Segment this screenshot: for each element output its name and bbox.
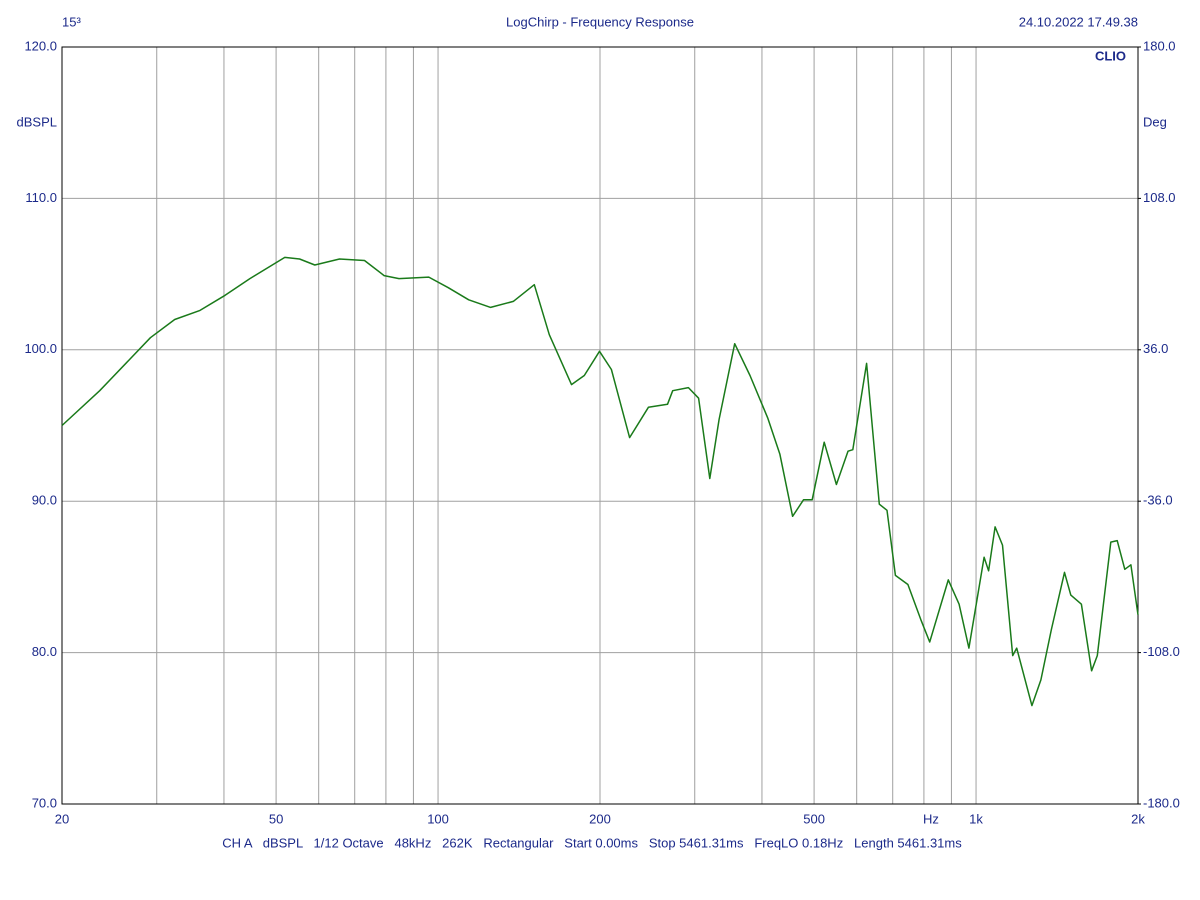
y2-tick-label: -180.0 <box>1143 795 1180 810</box>
y-axis-label: dBSPL <box>17 114 57 129</box>
data-line <box>61 256 1139 707</box>
x-tick-label: Hz <box>923 811 939 826</box>
y2-tick-label: 108.0 <box>1143 190 1176 205</box>
x-tick-label: 500 <box>803 811 825 826</box>
timestamp: 24.10.2022 17.49.38 <box>1019 14 1138 29</box>
y-tick-label: 90.0 <box>32 493 57 508</box>
chart-title: LogChirp - Frequency Response <box>506 14 694 29</box>
footer: CH A dBSPL 1/12 Octave 48kHz 262K Rectan… <box>222 835 962 850</box>
y2-tick-label: -108.0 <box>1143 644 1180 659</box>
corner-label: 15³ <box>62 14 81 29</box>
y2-axis-label: Deg <box>1143 114 1167 129</box>
y-tick-label: 70.0 <box>32 795 57 810</box>
y-tick-label: 120.0 <box>24 38 57 53</box>
y-tick-label: 100.0 <box>24 341 57 356</box>
brand: CLIO <box>1095 48 1126 63</box>
x-tick-label: 1k <box>969 811 983 826</box>
y2-tick-label: 36.0 <box>1143 341 1168 356</box>
x-tick-label: 20 <box>55 811 69 826</box>
y-tick-label: 110.0 <box>25 190 57 205</box>
y-tick-label: 80.0 <box>32 644 57 659</box>
x-tick-label: 200 <box>589 811 611 826</box>
y2-tick-label: -36.0 <box>1143 493 1173 508</box>
x-tick-label: 50 <box>269 811 283 826</box>
x-tick-label: 100 <box>427 811 449 826</box>
x-tick-label: 2k <box>1131 811 1145 826</box>
y2-tick-label: 180.0 <box>1143 38 1176 53</box>
